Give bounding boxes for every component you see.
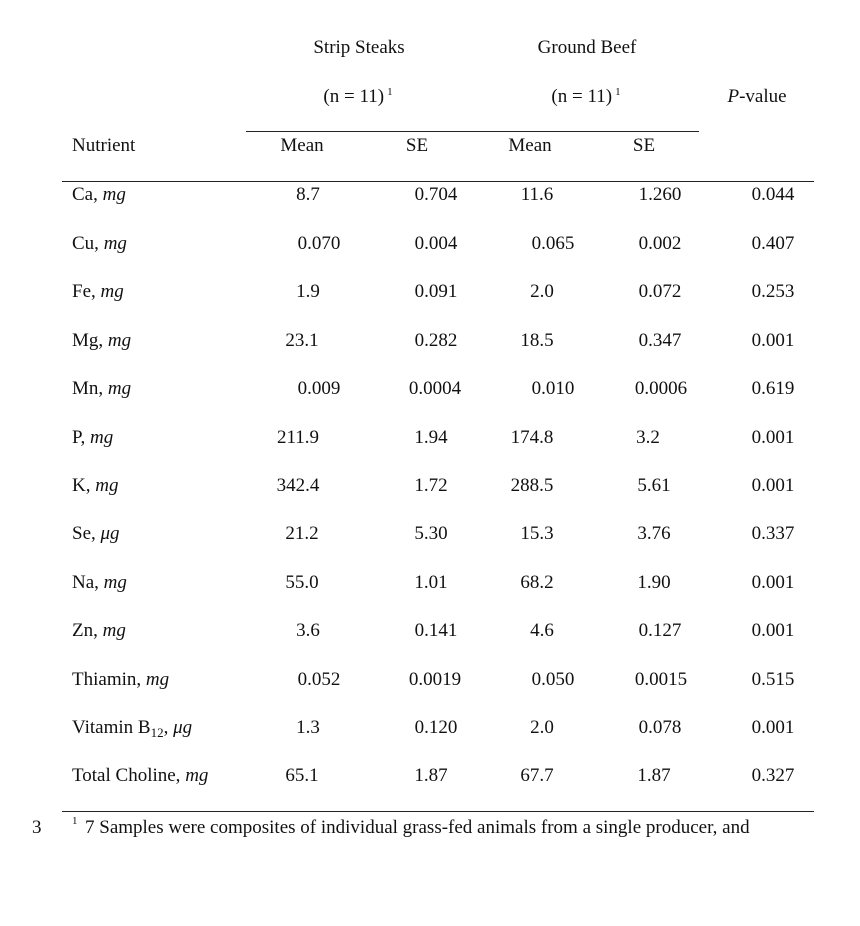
ground-se: 0.0015 bbox=[634, 669, 688, 690]
p-value: 0.001 bbox=[751, 620, 795, 641]
strip-mean: 0.009 bbox=[297, 378, 341, 399]
strip-se: 5.30 bbox=[414, 523, 448, 544]
ground-beef-heading: Ground Beef bbox=[537, 37, 637, 58]
strip-se: 1.72 bbox=[414, 475, 448, 496]
ground-se: 3.76 bbox=[637, 523, 671, 544]
mean-column-header-ground: Mean bbox=[508, 135, 552, 156]
group-rule bbox=[246, 131, 699, 132]
strip-se: 1.87 bbox=[414, 765, 448, 786]
strip-steaks-heading: Strip Steaks bbox=[313, 37, 405, 58]
nutrient-label: Zn, mg bbox=[72, 620, 126, 641]
strip-mean: 3.6 bbox=[296, 620, 320, 641]
ground-se: 5.61 bbox=[637, 475, 671, 496]
strip-se: 0.141 bbox=[414, 620, 458, 641]
ground-beef-n: (n = 11) 1 bbox=[551, 86, 621, 107]
line-number: 3 bbox=[32, 817, 42, 838]
strip-mean: 0.070 bbox=[297, 233, 341, 254]
ground-mean: 0.065 bbox=[531, 233, 575, 254]
ground-mean: 0.010 bbox=[531, 378, 575, 399]
strip-mean: 8.7 bbox=[296, 184, 320, 205]
strip-se: 0.0004 bbox=[408, 378, 462, 399]
ground-se: 0.127 bbox=[638, 620, 682, 641]
ground-mean: 18.5 bbox=[520, 330, 554, 351]
p-value: 0.001 bbox=[751, 475, 795, 496]
strip-se: 0.704 bbox=[414, 184, 458, 205]
nutrient-label: Ca, mg bbox=[72, 184, 126, 205]
nutrient-label: Fe, mg bbox=[72, 281, 124, 302]
nutrient-label: Mg, mg bbox=[72, 330, 132, 351]
p-value: 0.337 bbox=[751, 523, 795, 544]
pvalue-heading: P-value bbox=[727, 86, 787, 107]
p-value: 0.001 bbox=[751, 717, 795, 738]
strip-mean: 342.4 bbox=[276, 475, 320, 496]
strip-se: 1.01 bbox=[414, 572, 448, 593]
ground-se: 0.347 bbox=[638, 330, 682, 351]
ground-se: 1.260 bbox=[638, 184, 682, 205]
table-bottom-rule bbox=[62, 811, 814, 812]
footnote-mark: 1 bbox=[72, 815, 78, 827]
p-value: 0.001 bbox=[751, 572, 795, 593]
ground-mean: 11.6 bbox=[520, 184, 554, 205]
header-rule bbox=[62, 181, 814, 182]
strip-mean: 1.3 bbox=[296, 717, 320, 738]
nutrient-label: Cu, mg bbox=[72, 233, 127, 254]
mean-column-header-strip: Mean bbox=[280, 135, 324, 156]
strip-mean: 21.2 bbox=[285, 523, 319, 544]
strip-mean: 211.9 bbox=[276, 427, 320, 448]
nutrient-label: Thiamin, mg bbox=[72, 669, 170, 690]
strip-se: 1.94 bbox=[414, 427, 448, 448]
ground-mean: 67.7 bbox=[520, 765, 554, 786]
nutrient-label: P, mg bbox=[72, 427, 114, 448]
strip-mean: 0.052 bbox=[297, 669, 341, 690]
strip-se: 0.120 bbox=[414, 717, 458, 738]
nutrient-label: Vitamin B12, μg bbox=[72, 717, 193, 740]
strip-se: 0.0019 bbox=[408, 669, 462, 690]
p-value: 0.001 bbox=[751, 330, 795, 351]
ground-se: 3.2 bbox=[636, 427, 660, 448]
ground-mean: 2.0 bbox=[530, 281, 554, 302]
ground-mean: 2.0 bbox=[530, 717, 554, 738]
ground-se: 0.0006 bbox=[634, 378, 688, 399]
ground-mean: 4.6 bbox=[530, 620, 554, 641]
se-column-header-ground: SE bbox=[632, 135, 656, 156]
ground-se: 1.87 bbox=[637, 765, 671, 786]
p-value: 0.327 bbox=[751, 765, 795, 786]
strip-se: 0.004 bbox=[414, 233, 458, 254]
p-value: 0.619 bbox=[751, 378, 795, 399]
footnote-text: 7 Samples were composites of individual … bbox=[85, 817, 750, 838]
strip-mean: 55.0 bbox=[285, 572, 319, 593]
nutrient-label: Na, mg bbox=[72, 572, 127, 593]
ground-mean: 0.050 bbox=[531, 669, 575, 690]
ground-mean: 174.8 bbox=[510, 427, 554, 448]
nutrient-label: Se, μg bbox=[72, 523, 120, 544]
p-value: 0.253 bbox=[751, 281, 795, 302]
strip-mean: 23.1 bbox=[285, 330, 319, 351]
ground-mean: 15.3 bbox=[520, 523, 554, 544]
nutrient-label: Mn, mg bbox=[72, 378, 132, 399]
nutrient-label: Total Choline, mg bbox=[72, 765, 209, 786]
ground-se: 0.002 bbox=[638, 233, 682, 254]
nutrient-column-header: Nutrient bbox=[72, 135, 136, 156]
p-value: 0.515 bbox=[751, 669, 795, 690]
ground-se: 0.072 bbox=[638, 281, 682, 302]
strip-mean: 1.9 bbox=[296, 281, 320, 302]
p-value: 0.001 bbox=[751, 427, 795, 448]
strip-steaks-n: (n = 11) 1 bbox=[323, 86, 393, 107]
p-value: 0.044 bbox=[751, 184, 795, 205]
p-value: 0.407 bbox=[751, 233, 795, 254]
strip-se: 0.091 bbox=[414, 281, 458, 302]
footnote-mark: 1 bbox=[615, 86, 621, 98]
ground-se: 0.078 bbox=[638, 717, 682, 738]
footnote-mark: 1 bbox=[387, 86, 393, 98]
nutrient-label: K, mg bbox=[72, 475, 119, 496]
ground-mean: 68.2 bbox=[520, 572, 554, 593]
ground-se: 1.90 bbox=[637, 572, 671, 593]
se-column-header-strip: SE bbox=[405, 135, 429, 156]
strip-mean: 65.1 bbox=[285, 765, 319, 786]
ground-mean: 288.5 bbox=[510, 475, 554, 496]
strip-se: 0.282 bbox=[414, 330, 458, 351]
